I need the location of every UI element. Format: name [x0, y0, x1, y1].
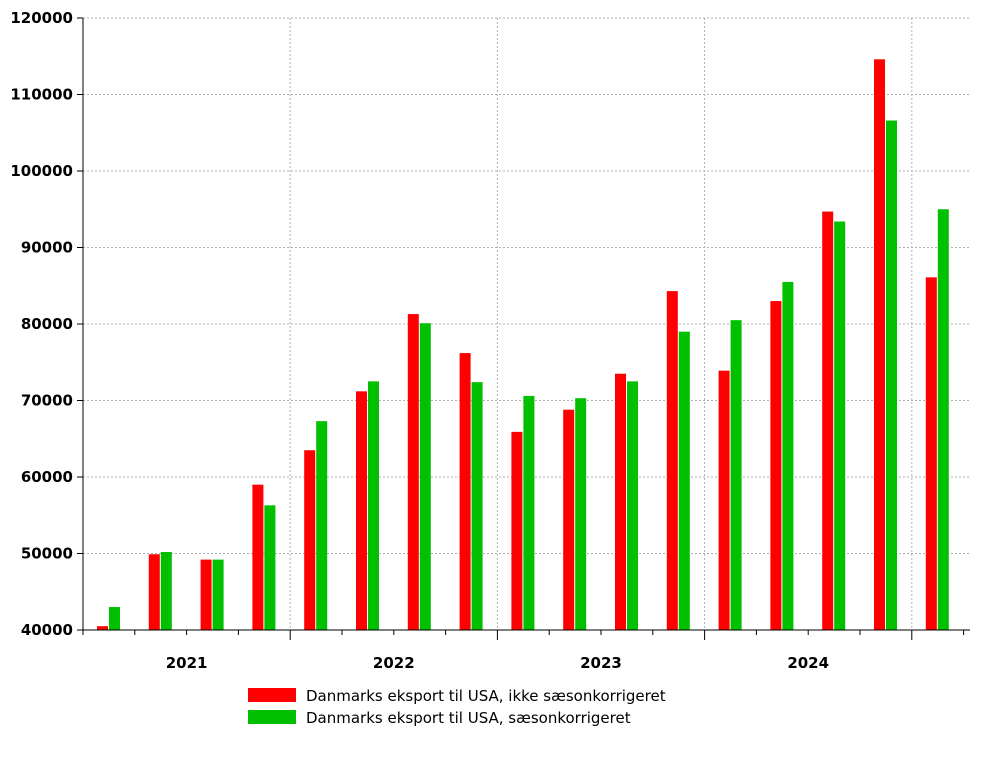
bar-seasonally-adjusted	[834, 221, 846, 631]
bar-not-seasonally-adjusted	[925, 277, 937, 630]
bar-not-seasonally-adjusted	[459, 353, 471, 630]
y-tick-label: 110000	[10, 86, 73, 104]
x-tick-label: 2024	[787, 654, 829, 672]
bar-not-seasonally-adjusted	[407, 314, 419, 630]
grid-lines	[83, 17, 970, 630]
bar-not-seasonally-adjusted	[874, 59, 885, 631]
bar-not-seasonally-adjusted	[356, 391, 367, 630]
y-tick-label: 120000	[10, 9, 73, 27]
bar-seasonally-adjusted	[523, 395, 535, 630]
bar-seasonally-adjusted	[782, 281, 794, 630]
bar-seasonally-adjusted	[212, 559, 224, 630]
bar-seasonally-adjusted	[419, 323, 431, 630]
y-tick-label: 40000	[21, 621, 73, 639]
bar-seasonally-adjusted	[109, 607, 120, 630]
axes: 40000 50000 60000 70000 80000 90000 100000 1100…	[10, 9, 970, 672]
bar-not-seasonally-adjusted	[770, 301, 782, 630]
y-tick-label: 60000	[21, 468, 73, 486]
bars	[97, 59, 949, 631]
y-tick-label: 70000	[21, 392, 73, 410]
bar-not-seasonally-adjusted	[822, 211, 834, 631]
bar-seasonally-adjusted	[264, 505, 276, 630]
bar-not-seasonally-adjusted	[252, 484, 264, 630]
bar-not-seasonally-adjusted	[97, 626, 108, 630]
bar-seasonally-adjusted	[160, 551, 172, 630]
bar-not-seasonally-adjusted	[148, 554, 160, 630]
x-tick-label: 2022	[373, 654, 415, 672]
x-tick-label: 2023	[580, 654, 622, 672]
bar-seasonally-adjusted	[678, 331, 690, 630]
legend: Danmarks eksport til USA, ikke sæsonkorr…	[248, 687, 666, 727]
legend-label: Danmarks eksport til USA, ikke sæsonkorr…	[306, 687, 666, 705]
legend-swatch	[248, 710, 296, 724]
legend-label: Danmarks eksport til USA, sæsonkorrigere…	[306, 709, 631, 727]
bar-seasonally-adjusted	[627, 381, 638, 630]
bar-seasonally-adjusted	[730, 320, 742, 630]
y-tick-label: 80000	[21, 315, 73, 333]
y-tick-label: 50000	[21, 545, 73, 563]
bar-seasonally-adjusted	[368, 381, 379, 630]
bar-not-seasonally-adjusted	[200, 559, 212, 630]
bar-not-seasonally-adjusted	[718, 370, 730, 630]
x-tick-label: 2021	[166, 654, 208, 672]
bar-not-seasonally-adjusted	[615, 373, 626, 630]
bar-not-seasonally-adjusted	[304, 450, 316, 630]
bar-seasonally-adjusted	[316, 421, 328, 630]
bar-seasonally-adjusted	[575, 398, 587, 630]
bar-not-seasonally-adjusted	[666, 291, 678, 630]
bar-seasonally-adjusted	[886, 120, 897, 630]
bar-seasonally-adjusted	[471, 382, 483, 630]
y-tick-label: 90000	[21, 239, 73, 257]
bar-not-seasonally-adjusted	[511, 431, 523, 630]
bar-seasonally-adjusted	[937, 209, 949, 630]
y-tick-label: 100000	[10, 162, 73, 180]
bar-not-seasonally-adjusted	[563, 409, 575, 630]
legend-swatch	[248, 688, 296, 702]
